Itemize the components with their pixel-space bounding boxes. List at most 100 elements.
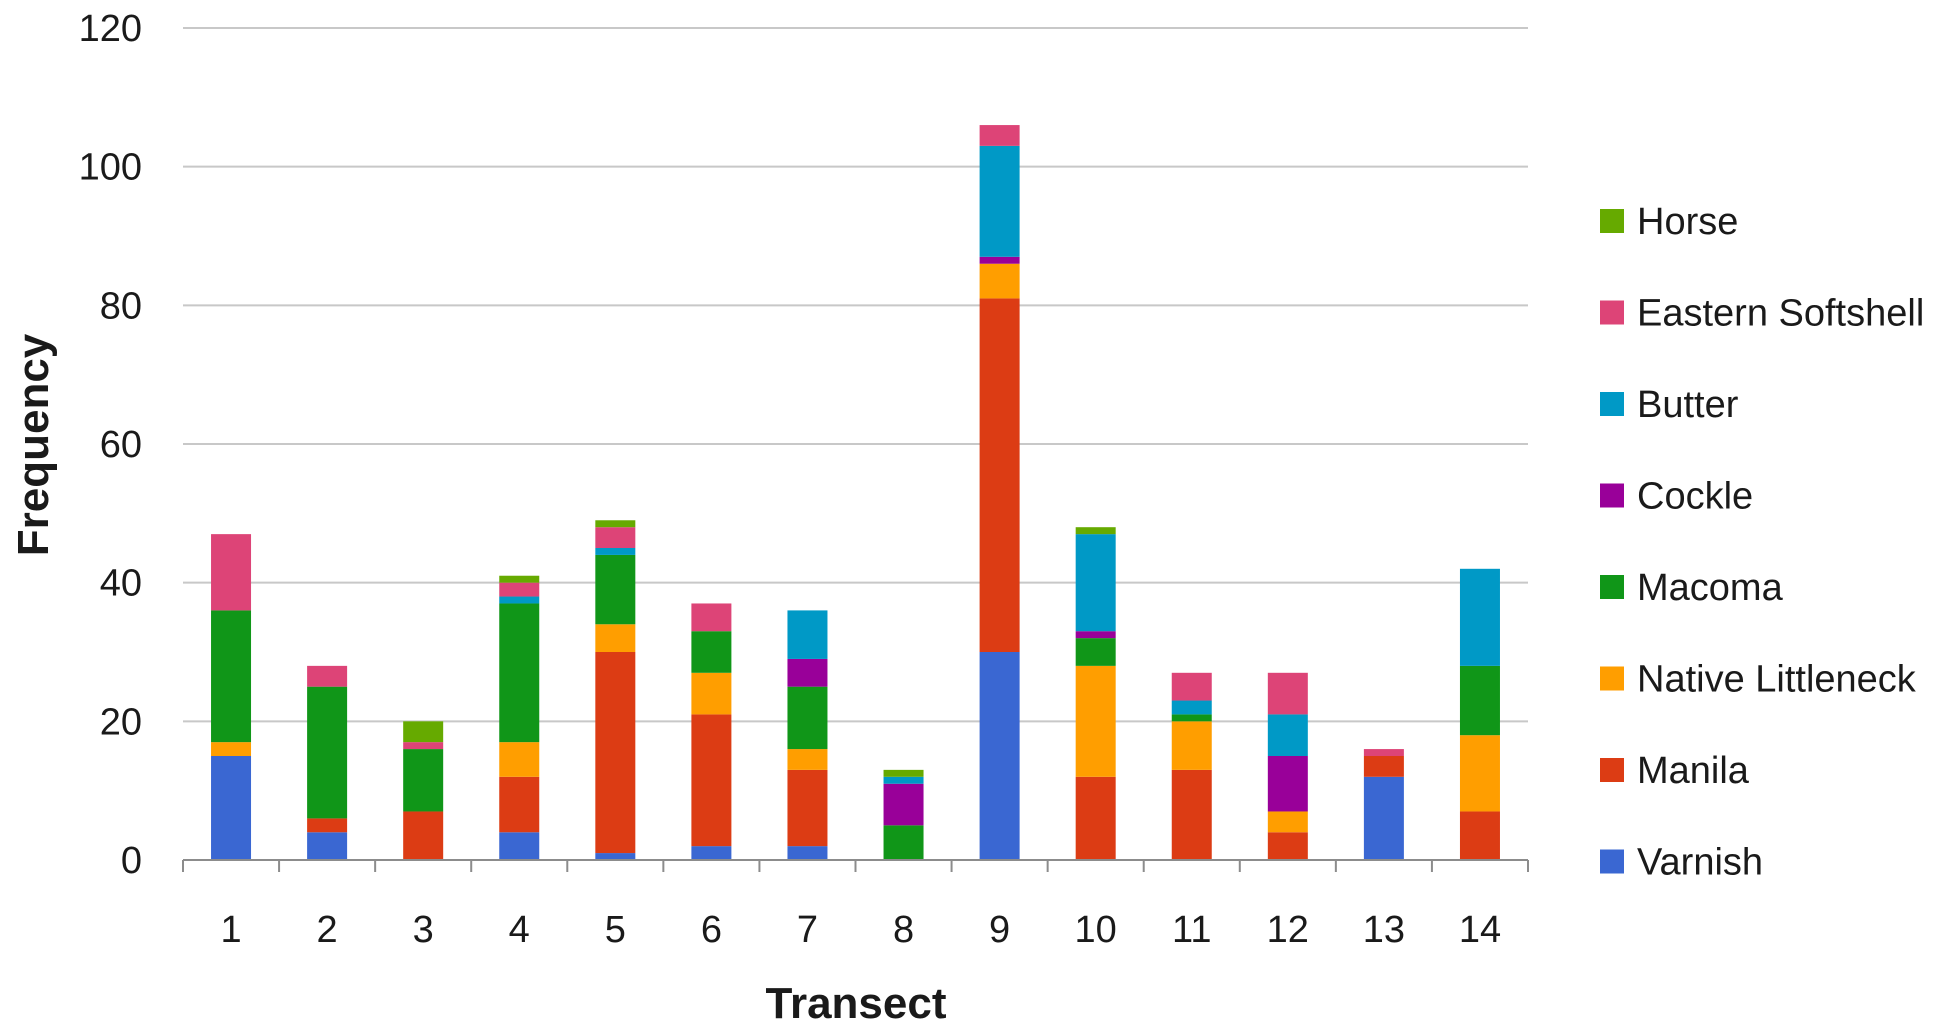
x-tick-label: 5: [605, 909, 626, 951]
legend-swatch: [1600, 209, 1624, 233]
legend-item: Horse: [1600, 201, 1738, 243]
x-tick-label: 8: [893, 909, 914, 951]
bar-segment: [691, 714, 732, 847]
legend-swatch: [1600, 483, 1624, 508]
bar-segment: [691, 672, 732, 715]
bar-segment: [499, 582, 540, 597]
y-tick-label: 80: [100, 285, 142, 327]
legend-item: Butter: [1600, 384, 1739, 426]
bar-segment: [1075, 665, 1116, 777]
bar-segment: [307, 818, 348, 833]
bar-segment: [883, 825, 924, 860]
bar-segment: [1267, 811, 1308, 833]
y-tick-label: 120: [79, 8, 142, 50]
x-tick-label: 7: [797, 909, 818, 951]
bar-segment: [403, 721, 444, 743]
legend-item: Macoma: [1600, 567, 1784, 609]
bar-segment: [883, 783, 924, 826]
legend-swatch: [1600, 758, 1624, 782]
bar-segment: [403, 742, 444, 750]
bar-segment: [211, 756, 252, 860]
bar-segment: [979, 263, 1020, 299]
x-tick-label: 6: [701, 909, 722, 951]
bar-segment: [211, 610, 252, 743]
bar-segment: [595, 520, 636, 528]
bar-segment: [787, 846, 828, 860]
bar-segment: [1363, 756, 1404, 777]
bar-segment: [979, 125, 1020, 146]
bar-segment: [1267, 756, 1308, 812]
bar-segment: [1459, 735, 1500, 812]
bar-segment: [1363, 776, 1404, 860]
x-tick-label: 1: [220, 909, 241, 951]
legend-label: Cockle: [1637, 476, 1753, 518]
bar-segment: [883, 776, 924, 784]
legend-item: Native Littleneck: [1600, 659, 1917, 701]
legend-label: Horse: [1637, 201, 1738, 243]
bar-segment: [403, 749, 444, 812]
bar-segment: [1075, 776, 1116, 860]
bar-segment: [691, 846, 732, 860]
x-tick-label: 3: [413, 909, 434, 951]
legend-item: Varnish: [1600, 842, 1763, 884]
legend-item: Cockle: [1600, 476, 1753, 518]
bar-segment: [1171, 714, 1212, 722]
bar-segment: [499, 575, 540, 583]
x-tick-label: 12: [1267, 909, 1309, 951]
bar-segment: [307, 686, 348, 819]
legend-item: Eastern Softshell: [1600, 293, 1924, 335]
bar-segment: [979, 145, 1020, 257]
bar-segment: [499, 776, 540, 833]
y-tick-label: 100: [79, 147, 142, 189]
bar-segment: [1075, 638, 1116, 666]
bar-segment: [691, 631, 732, 673]
y-axis-title: Frequency: [9, 333, 58, 556]
bar-segment: [787, 769, 828, 847]
bar-segment: [1075, 527, 1116, 535]
legend-swatch: [1600, 666, 1624, 691]
bar-segment: [307, 665, 348, 687]
bars: [211, 125, 1500, 860]
bar-segment: [595, 853, 636, 860]
legend-swatch: [1600, 849, 1624, 874]
bar-segment: [787, 686, 828, 750]
bar-segment: [1459, 811, 1500, 860]
bar-segment: [499, 832, 540, 860]
y-tick-label: 20: [100, 701, 142, 743]
bar-segment: [1363, 749, 1404, 756]
bar-segment: [595, 624, 636, 652]
bar-segment: [691, 603, 732, 632]
bar-segment: [1267, 832, 1308, 860]
bar-segment: [403, 811, 444, 860]
bar-segment: [1267, 672, 1308, 715]
bar-segment: [787, 749, 828, 770]
bar-segment: [1171, 700, 1212, 715]
y-tick-label: 60: [100, 424, 142, 466]
bar-segment: [595, 548, 636, 555]
bar-segment: [499, 742, 540, 777]
bar-segment: [499, 603, 540, 743]
bar-segment: [595, 527, 636, 548]
x-axis-title: Transect: [766, 979, 947, 1028]
bar-segment: [1267, 714, 1308, 756]
legend-item: Manila: [1600, 750, 1750, 792]
bar-segment: [979, 256, 1020, 264]
bar-segment: [595, 554, 636, 625]
bar-segment: [1459, 665, 1500, 736]
legend-label: Eastern Softshell: [1637, 293, 1924, 335]
bar-segment: [1075, 631, 1116, 639]
bar-segment: [787, 658, 828, 687]
bar-segment: [1171, 769, 1212, 860]
y-tick-label: 40: [100, 563, 142, 605]
bar-segment: [787, 610, 828, 659]
x-tick-label: 2: [317, 909, 338, 951]
bar-segment: [211, 534, 252, 611]
bar-segment: [211, 742, 252, 756]
bar-segment: [1075, 534, 1116, 632]
bar-segment: [979, 298, 1020, 652]
x-tick-label: 4: [509, 909, 530, 951]
bar-segment: [1171, 721, 1212, 770]
